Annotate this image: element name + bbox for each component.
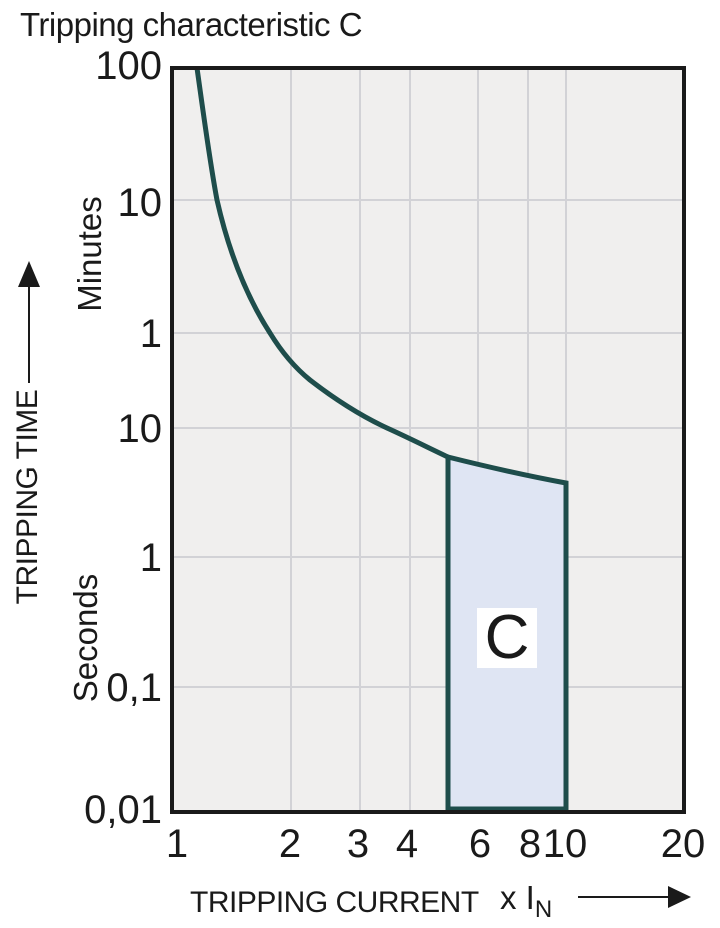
x-tick-label-2: 2 <box>278 822 302 866</box>
x-tick-label-6: 6 <box>468 822 492 866</box>
region-c-label: C <box>484 603 530 672</box>
y-tick-label-10s: 10 <box>117 407 163 451</box>
y-tick-label-10min: 10 <box>117 181 163 225</box>
x-tick-label-10: 10 <box>542 822 588 866</box>
x-tick-label-4: 4 <box>395 822 419 866</box>
y-tick-label-001s: 0,01 <box>84 788 162 832</box>
x-axis-unit-subscript: N <box>534 896 553 923</box>
x-axis-unit: x IN <box>500 879 552 922</box>
right-arrow-icon <box>578 886 691 908</box>
plot-background <box>172 68 684 812</box>
x-tick-label-3: 3 <box>346 822 370 866</box>
y-tick-label-01s: 0,1 <box>106 666 162 710</box>
y-axis-unit-seconds: Seconds <box>67 573 104 703</box>
tripping-curve <box>194 67 450 460</box>
x-tick-label-20: 20 <box>660 822 706 866</box>
x-tick-label-1: 1 <box>165 822 189 866</box>
y-tick-label-1s: 1 <box>139 536 162 580</box>
y-tick-label-1min: 1 <box>139 312 162 356</box>
x-tick-label-8: 8 <box>518 822 542 866</box>
x-axis-title: TRIPPING CURRENT <box>190 886 479 919</box>
right-arrow-head <box>668 886 691 908</box>
up-arrow-head <box>18 261 40 287</box>
y-axis-unit-minutes: Minutes <box>71 196 108 312</box>
region-c-label-box: C <box>477 603 537 672</box>
plot-frame <box>170 66 686 814</box>
y-tick-label-100min: 100 <box>95 44 162 88</box>
y-axis-title: TRIPPING TIME <box>11 389 44 605</box>
x-axis-unit-prefix: x I <box>500 879 535 916</box>
up-arrow-icon <box>18 261 40 383</box>
figure-title: Tripping characteristic C <box>20 6 363 43</box>
